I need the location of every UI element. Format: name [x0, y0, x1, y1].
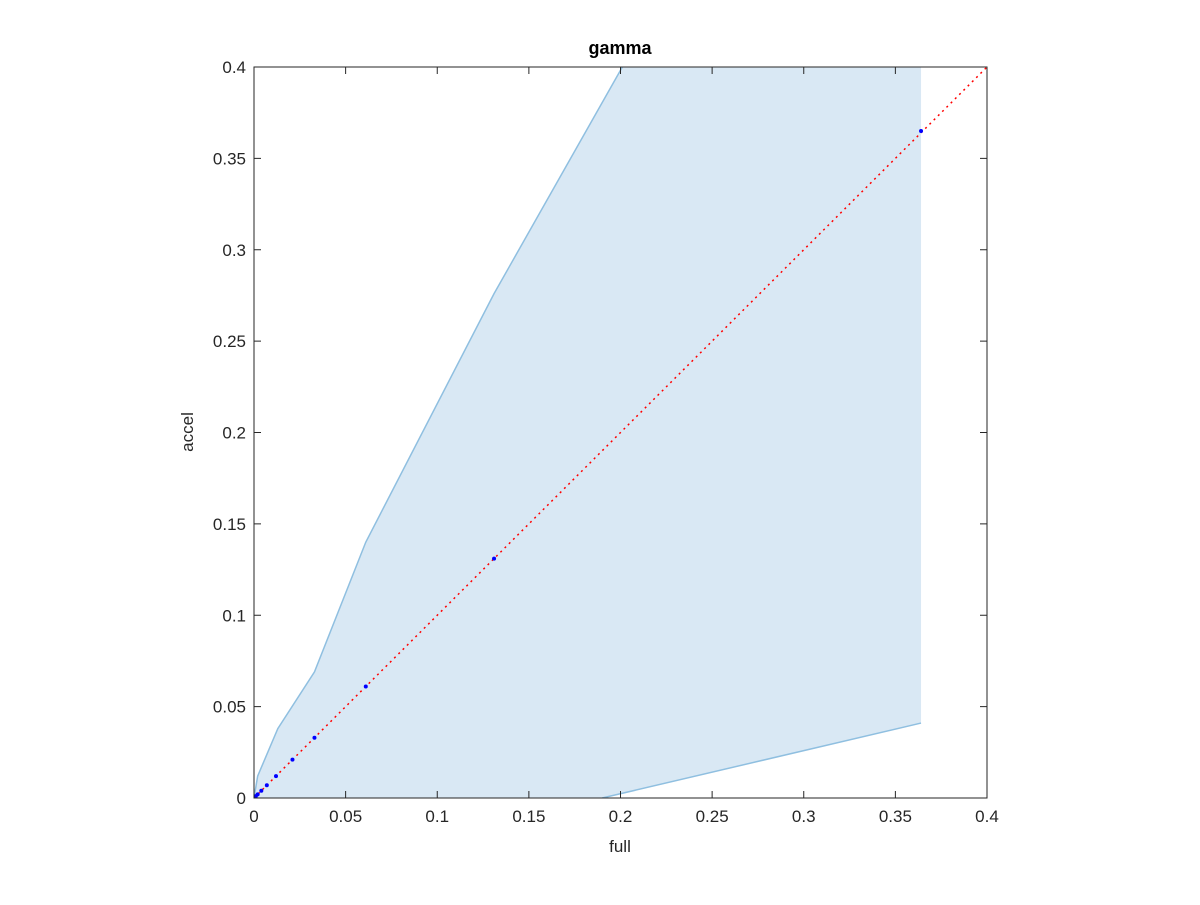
- plot-layer: [254, 67, 987, 798]
- y-tick-label: 0.15: [213, 515, 246, 534]
- x-tick-label: 0.4: [975, 807, 999, 826]
- x-tick-label: 0.35: [879, 807, 912, 826]
- y-tick-label: 0.1: [222, 606, 246, 625]
- y-tick-label: 0.25: [213, 332, 246, 351]
- y-tick-label: 0.05: [213, 698, 246, 717]
- y-tick-label: 0.2: [222, 424, 246, 443]
- point: [290, 757, 295, 762]
- point: [264, 783, 269, 788]
- point: [312, 735, 317, 740]
- point: [273, 774, 278, 779]
- x-axis-label: full: [609, 837, 631, 856]
- y-tick-label: 0.4: [222, 58, 246, 77]
- point: [259, 788, 264, 793]
- x-tick-label: 0: [249, 807, 258, 826]
- y-tick-label: 0.35: [213, 149, 246, 168]
- x-tick-label: 0.15: [512, 807, 545, 826]
- y-tick-label: 0: [237, 789, 246, 808]
- band-upper-line: [254, 67, 623, 798]
- reference-line: [254, 67, 987, 798]
- x-tick-label: 0.1: [425, 807, 449, 826]
- point: [363, 684, 368, 689]
- band-lower-line: [602, 722, 922, 798]
- band-fill: [254, 67, 922, 798]
- x-tick-label: 0.05: [329, 807, 362, 826]
- point: [919, 128, 924, 133]
- x-tick-label: 0.25: [696, 807, 729, 826]
- x-tick-label: 0.3: [792, 807, 816, 826]
- point: [492, 556, 497, 561]
- x-tick-label: 0.2: [609, 807, 633, 826]
- chart-title: gamma: [588, 38, 652, 58]
- y-tick-label: 0.3: [222, 241, 246, 260]
- point: [255, 792, 260, 797]
- y-axis-label: accel: [178, 412, 197, 452]
